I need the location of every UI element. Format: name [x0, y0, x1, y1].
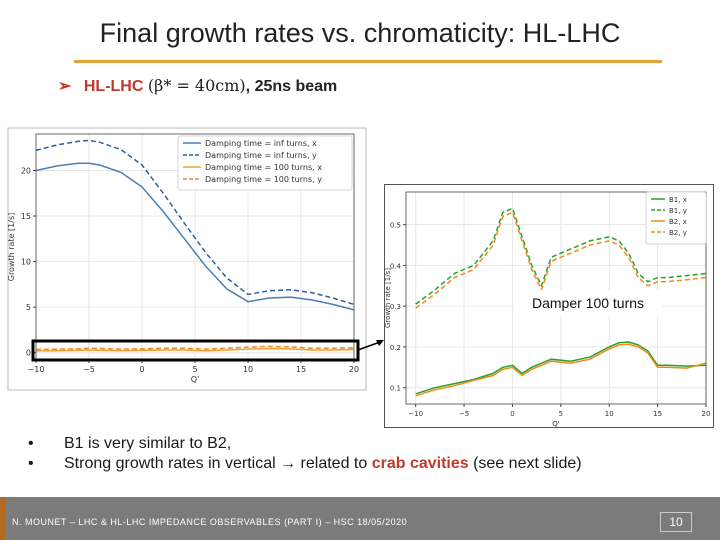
- bullet-text: Strong growth rates in vertical → relate…: [64, 455, 372, 472]
- subtitle-machine: HL-LHC: [83, 78, 144, 95]
- y-tick-label: 0.5: [390, 222, 401, 230]
- y-tick-label: 20: [21, 166, 31, 175]
- footer-bar: [0, 497, 720, 540]
- inset-annotation-box: [514, 290, 662, 316]
- page-number: 10: [660, 512, 692, 532]
- legend-label: B1, y: [669, 207, 687, 215]
- x-tick-label: −10: [408, 410, 423, 418]
- footer-text: N. MOUNET – LHC & HL-LHC IMPEDANCE OBSER…: [12, 517, 408, 527]
- y-tick-label: 5: [26, 303, 31, 312]
- bullet-text-tail: (see next slide): [468, 455, 582, 472]
- x-axis-label: Q': [191, 375, 200, 384]
- bullet-item: • B1 is very similar to B2,: [28, 434, 708, 454]
- y-tick-label: 10: [21, 258, 31, 267]
- x-tick-label: 5: [559, 410, 563, 418]
- inset-damper-chart: −10 −5 0 5 10 15 20 0.1 0.2 0.3 0.4 0.5 Q' Growth rat…: [384, 184, 714, 428]
- x-tick-label: 10: [605, 410, 614, 418]
- series-line: [415, 211, 707, 309]
- legend-label: Damping time = 100 turns, y: [205, 175, 322, 184]
- main-growth-rate-chart: −10 −5 0 5 10 15 20 0 5 10 15 20 Q' Growth rate [1/s]…: [7, 127, 367, 391]
- series-line: [35, 162, 355, 311]
- legend-label: B2, y: [669, 229, 687, 237]
- arrow-head-icon: [376, 340, 384, 346]
- x-axis-label: Q': [552, 420, 560, 428]
- subtitle: ➢ HL-LHC (β* = 40cm), 25ns beam: [58, 76, 337, 96]
- x-tick-label: −10: [28, 365, 45, 374]
- legend-label: Damping time = 100 turns, x: [205, 163, 322, 172]
- x-tick-label: 0: [139, 365, 144, 374]
- y-tick-label: 0.1: [390, 385, 401, 393]
- plot-area-border: [405, 191, 707, 405]
- x-tick-label: 5: [192, 365, 197, 374]
- subtitle-beam: , 25ns beam: [245, 78, 338, 95]
- subtitle-formula: (β* = 40cm): [147, 76, 246, 95]
- y-tick-label: 15: [21, 212, 31, 221]
- x-tick-label: 15: [653, 410, 662, 418]
- y-tick-label: 0.4: [390, 262, 402, 270]
- x-tick-label: 10: [243, 365, 253, 374]
- main-chart-legend: Damping time = inf turns, x Damping time …: [177, 135, 353, 191]
- legend-label: Damping time = inf turns, x: [205, 139, 317, 148]
- x-tick-label: −5: [83, 365, 95, 374]
- inset-chart-series: [415, 207, 707, 397]
- x-tick-label: 20: [702, 410, 711, 418]
- title-underline: [74, 60, 662, 63]
- bullet-dot-icon: •: [28, 455, 34, 472]
- x-tick-label: 15: [296, 365, 306, 374]
- legend-label: B1, x: [669, 196, 687, 204]
- bullet-list: • B1 is very similar to B2, • Strong gro…: [28, 434, 708, 474]
- arrow-bullet-icon: ➢: [58, 78, 72, 95]
- series-line: [415, 343, 707, 397]
- footer-accent: [0, 497, 5, 540]
- legend-label: B2, x: [669, 218, 687, 226]
- bullet-text: B1 is very similar to B2,: [64, 435, 232, 452]
- series-line: [415, 207, 707, 305]
- series-line: [35, 139, 355, 306]
- bullet-item: • Strong growth rates in vertical → rela…: [28, 454, 708, 474]
- series-line: [415, 341, 707, 395]
- inset-chart-axes: −10 −5 0 5 10 15 20 0.1 0.2 0.3 0.4 0.5 Q' Growth rat…: [384, 191, 711, 428]
- x-tick-label: 0: [510, 410, 514, 418]
- y-axis-label: Growth rate [1/s]: [384, 268, 392, 328]
- inset-annotation: Damper 100 turns: [532, 295, 644, 311]
- y-tick-label: 0.2: [390, 344, 401, 352]
- bullet-dot-icon: •: [28, 435, 34, 452]
- slide-title: Final growth rates vs. chromaticity: HL-…: [99, 18, 621, 48]
- y-tick-label: 0.3: [390, 303, 401, 311]
- inset-chart-legend: B1, x B1, y B2, x B2, y: [645, 191, 707, 245]
- legend-box: [177, 135, 353, 191]
- legend-label: Damping time = inf turns, y: [205, 151, 317, 160]
- bullet-highlight: crab cavities: [371, 455, 469, 472]
- legend-box: [645, 191, 707, 245]
- x-tick-label: 20: [349, 365, 359, 374]
- y-tick-label: 0: [26, 349, 31, 358]
- y-axis-label: Growth rate [1/s]: [7, 213, 16, 282]
- x-tick-label: −5: [459, 410, 469, 418]
